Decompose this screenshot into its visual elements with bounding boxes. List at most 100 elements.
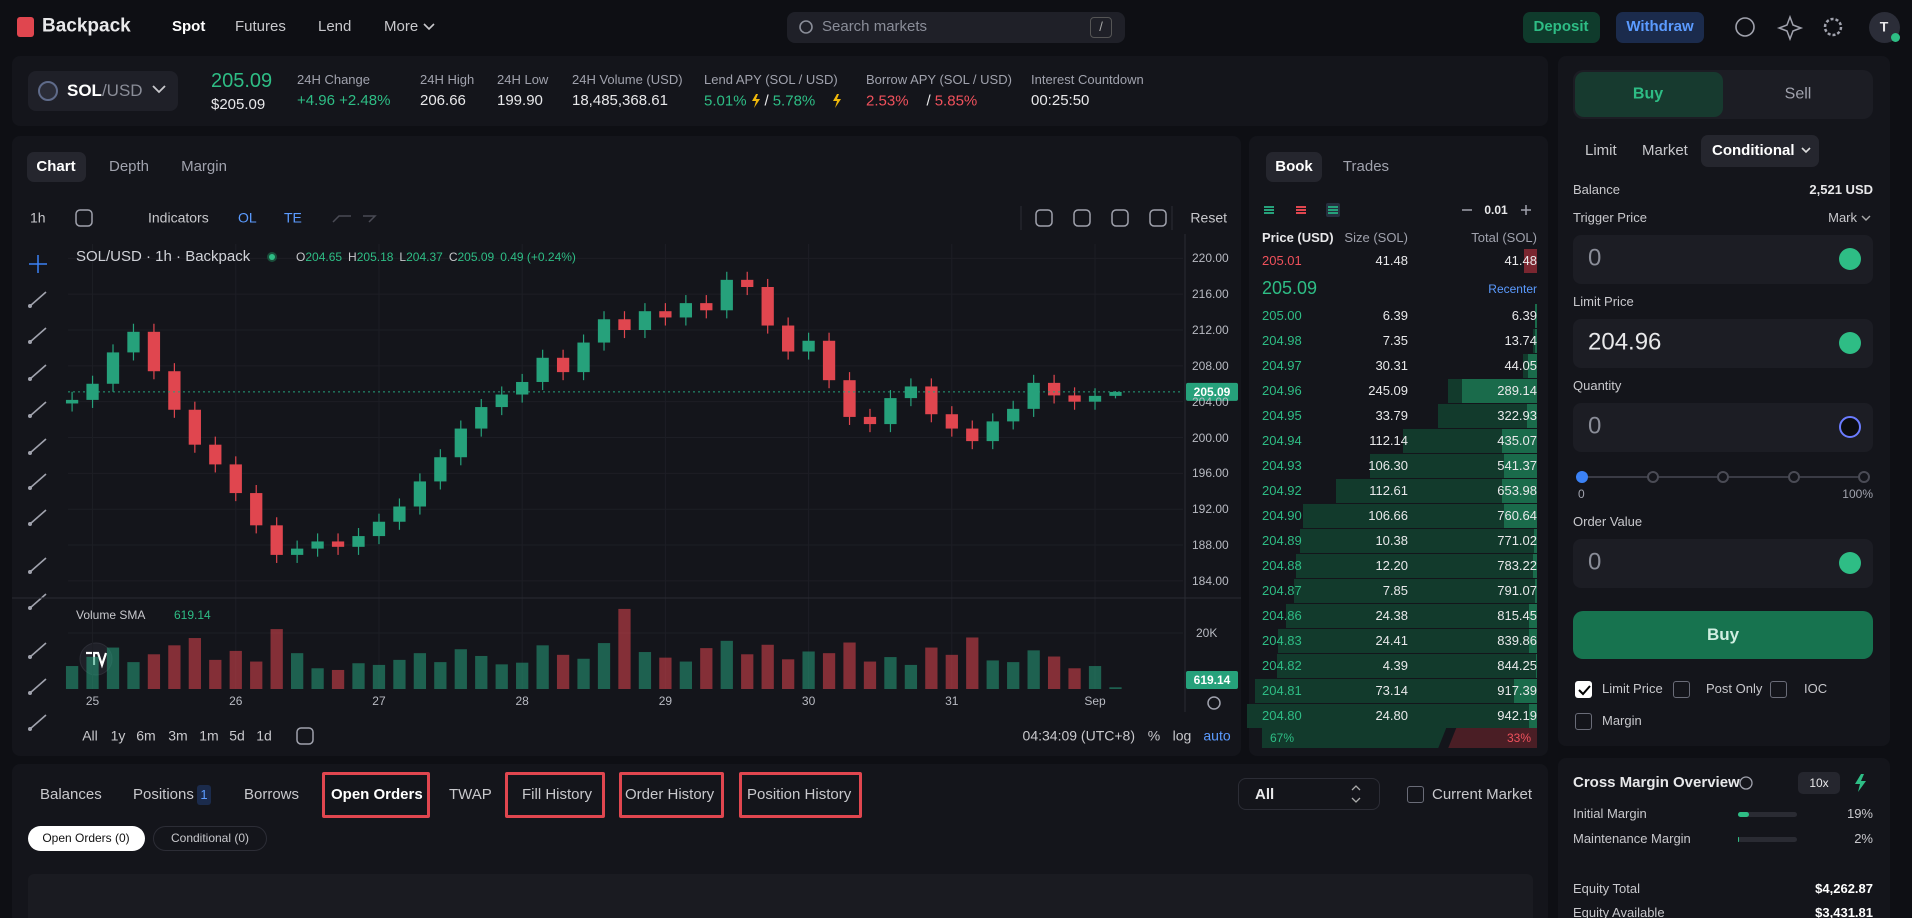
depth-bar <box>1277 654 1537 678</box>
last-volume-label: 619.14 <box>1193 672 1231 687</box>
submit-button[interactable] <box>1573 611 1873 659</box>
margin-track <box>1738 812 1797 817</box>
scale-button[interactable]: log <box>1172 727 1192 744</box>
avatar-status <box>1891 33 1900 42</box>
nav-link[interactable]: More <box>384 18 419 35</box>
input-value[interactable]: 204.96 <box>1588 328 1662 356</box>
scale-button[interactable]: auto <box>1203 727 1231 744</box>
reset-button[interactable]: Reset <box>1190 209 1227 226</box>
input-value[interactable]: 0 <box>1588 548 1602 576</box>
filter-value[interactable]: All <box>1255 786 1275 803</box>
range-button[interactable]: 1m <box>199 727 219 744</box>
tick-size[interactable]: 0.01 <box>1484 202 1508 217</box>
subtab-label[interactable]: Open Orders (0) <box>42 830 130 845</box>
margin-value: 19% <box>1846 806 1873 822</box>
input-box[interactable] <box>1573 539 1873 588</box>
leverage-pill[interactable] <box>1798 772 1840 794</box>
nav-link[interactable]: Futures <box>235 18 286 35</box>
input-value[interactable]: 0 <box>1588 244 1602 272</box>
ohlc-legend: O 204.65 H 205.18 L 204.37 C 205.09 0.49 (+0.24%… <box>296 250 576 264</box>
pair-name[interactable]: SOL/USD <box>67 81 143 101</box>
side-sell[interactable]: Sell <box>1784 85 1812 103</box>
chart-tab[interactable]: Margin <box>181 158 227 175</box>
range-button[interactable]: 1d <box>256 727 272 744</box>
order-type[interactable]: Market <box>1642 142 1688 159</box>
field-label: Quantity <box>1573 378 1622 394</box>
search-box[interactable] <box>787 12 1125 43</box>
submit-label[interactable]: Buy <box>1706 624 1740 644</box>
buy-toggle[interactable] <box>1575 72 1723 117</box>
subtab-active[interactable] <box>28 826 145 851</box>
range-button[interactable]: 5d <box>229 727 245 744</box>
slider-dot[interactable] <box>1717 471 1729 483</box>
range-button[interactable]: 3m <box>168 727 188 744</box>
chart-tab[interactable]: Chart <box>36 158 76 175</box>
book-tab-active[interactable] <box>1266 152 1322 182</box>
nav-link[interactable]: Spot <box>172 18 206 35</box>
margin-value: $4,262.87 <box>1815 881 1873 897</box>
checkbox[interactable] <box>1673 681 1690 698</box>
bottom-tab[interactable]: Order History <box>625 786 715 803</box>
subtab-label[interactable]: Conditional (0) <box>170 830 250 845</box>
stat-value: 5.01% /5.78% <box>704 93 815 110</box>
checkbox[interactable] <box>1407 786 1424 803</box>
range-button[interactable]: 1y <box>110 727 126 744</box>
legend-letter: H <box>348 250 357 264</box>
apy-value: / <box>926 92 931 110</box>
deposit-button[interactable] <box>1523 12 1600 43</box>
bottom-tab[interactable]: Open Orders <box>331 786 423 803</box>
recenter-button[interactable]: Recenter <box>1488 281 1537 296</box>
side-buy[interactable]: Buy <box>1632 85 1664 103</box>
order-type[interactable]: Limit <box>1585 142 1617 159</box>
option-label: IOC <box>1804 681 1828 697</box>
book-price: 204.92 <box>1262 483 1302 499</box>
depth-bar <box>1254 679 1537 703</box>
slider-dot[interactable] <box>1576 471 1588 483</box>
bottom-tab[interactable]: Position History <box>747 786 852 803</box>
margin-label: Equity Total <box>1573 881 1640 897</box>
field-label: Trigger Price <box>1573 210 1647 226</box>
withdraw-button[interactable] <box>1616 12 1704 43</box>
ratio-buy: 67% <box>1270 730 1295 745</box>
input-box[interactable] <box>1573 319 1873 368</box>
size-bar <box>1533 554 1537 578</box>
checkbox[interactable] <box>1770 681 1787 698</box>
bottom-tab[interactable]: Fill History <box>522 786 592 803</box>
indicators-button[interactable]: Indicators <box>148 209 209 226</box>
ol-button[interactable]: OL <box>238 209 257 226</box>
slider-dot[interactable] <box>1646 471 1659 483</box>
range-button[interactable]: 6m <box>136 727 156 744</box>
input-box[interactable] <box>1573 235 1873 284</box>
apy-value: 5.01% <box>704 92 747 110</box>
te-button[interactable]: TE <box>284 209 302 226</box>
trigger-mode[interactable]: Mark <box>1828 210 1857 226</box>
book-size: 73.14 <box>1375 683 1408 699</box>
y-tick-label: 196.00 <box>1192 466 1229 481</box>
bottom-tab[interactable]: TWAP <box>449 786 492 803</box>
input-box[interactable] <box>1573 403 1873 452</box>
bottom-tab[interactable]: Positions <box>133 786 194 803</box>
book-tab[interactable]: Book <box>1275 158 1313 175</box>
subtab[interactable] <box>153 826 267 851</box>
input-value[interactable]: 0 <box>1588 412 1602 440</box>
interval[interactable]: 1h <box>30 209 46 226</box>
conditional-pill[interactable] <box>1701 135 1819 167</box>
bottom-tab[interactable]: Borrows <box>244 786 300 803</box>
usd-icon <box>1839 248 1861 270</box>
filter-select[interactable] <box>1238 778 1380 810</box>
bottom-tab[interactable]: Balances <box>40 786 102 803</box>
nav-link[interactable]: Lend <box>318 18 352 35</box>
pair-base: SOL <box>67 81 102 100</box>
book-tab[interactable]: Trades <box>1342 158 1390 175</box>
checkbox[interactable] <box>1575 713 1592 730</box>
scale-button[interactable]: % <box>1147 727 1161 744</box>
order-type[interactable]: Conditional <box>1712 142 1795 159</box>
book-total: 815.45 <box>1497 608 1537 624</box>
chart-tab-active[interactable] <box>27 152 86 182</box>
checkbox[interactable] <box>1575 681 1592 698</box>
slider-dot[interactable] <box>1858 471 1870 483</box>
leverage[interactable]: 10x <box>1809 775 1829 790</box>
chart-tab[interactable]: Depth <box>108 158 150 175</box>
slider-dot[interactable] <box>1787 471 1800 483</box>
range-button[interactable]: All <box>82 727 98 744</box>
